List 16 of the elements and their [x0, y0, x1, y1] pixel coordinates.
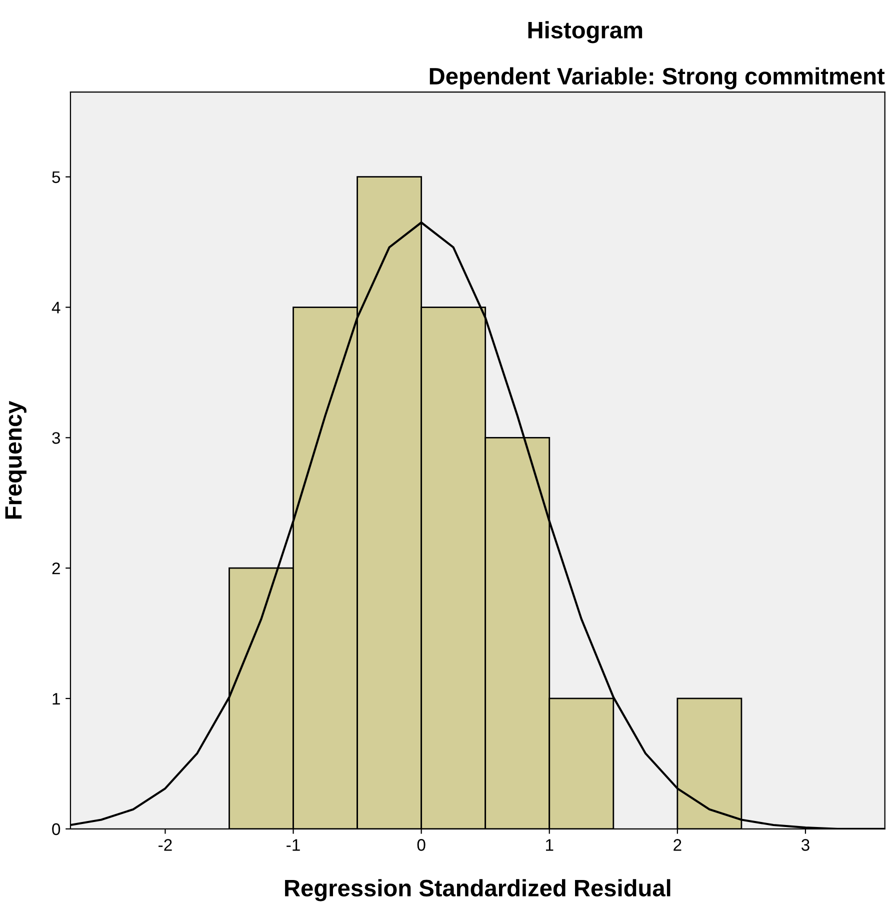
y-tick-label: 0 [52, 823, 60, 836]
x-tick-label: 2 [674, 839, 682, 851]
y-tick-label: 2 [52, 562, 60, 574]
x-tick-label: 3 [801, 839, 810, 851]
y-axis-title: Frequency [5, 400, 26, 519]
chart-title: Histogram [528, 21, 642, 44]
x-axis-title: Regression Standardized Residual [285, 879, 670, 902]
y-tick-label: 3 [52, 432, 60, 444]
x-tick-label: 1 [546, 839, 554, 851]
y-tick-label: 1 [52, 693, 60, 705]
x-tick-label: 0 [417, 839, 426, 851]
x-tick-label: -1 [286, 839, 300, 851]
y-tick-label: 5 [52, 171, 60, 184]
chart-subtitle: Dependent Variable: Strong commitment [430, 67, 885, 90]
y-tick-label: 4 [52, 302, 60, 314]
x-tick-label: -2 [158, 839, 172, 851]
